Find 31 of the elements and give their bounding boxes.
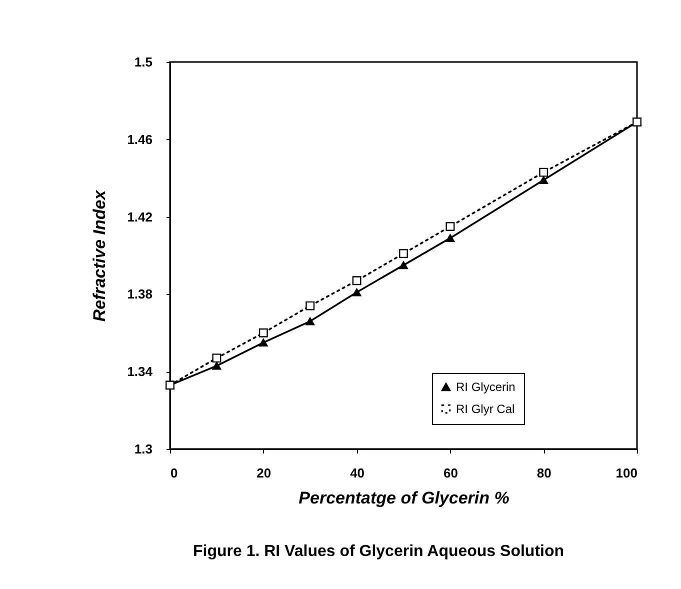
point <box>446 222 455 231</box>
point <box>446 234 455 242</box>
point <box>258 328 268 338</box>
caption: Figure 1. RI Values of Glycerin Aqueous Solution <box>192 543 564 560</box>
y-tick-label: 1.38 <box>127 286 152 302</box>
y-tick-label: 1.46 <box>127 132 152 147</box>
point <box>539 176 548 184</box>
point <box>212 362 222 370</box>
y-tick-label: 1.42 <box>127 209 152 224</box>
point <box>352 276 362 286</box>
point <box>352 288 362 296</box>
legend-label: RI Glyr Cal <box>456 402 515 416</box>
y-tick-label: 1.3 <box>134 442 152 456</box>
point <box>539 168 548 177</box>
x-tick-label: 80 <box>536 466 552 480</box>
point <box>306 317 315 326</box>
x-tick-label: 20 <box>256 466 272 480</box>
y-tick-label: 1.34 <box>127 364 154 380</box>
point <box>306 301 315 310</box>
y-axis-title: Refractive Index <box>90 188 110 322</box>
point <box>212 354 222 363</box>
point <box>399 261 408 270</box>
x-tick-label: 100 <box>616 466 638 480</box>
x-axis-title: Percentatge of Glycerin % <box>298 488 510 508</box>
x-tick-label: 40 <box>350 466 365 480</box>
point <box>399 249 408 258</box>
x-tick-label: 0 <box>170 466 178 480</box>
legend-label: RI Glycerin <box>456 380 516 394</box>
x-tick-label: 60 <box>443 466 458 480</box>
point <box>258 338 268 347</box>
y-tick-label: 1.5 <box>134 54 152 70</box>
